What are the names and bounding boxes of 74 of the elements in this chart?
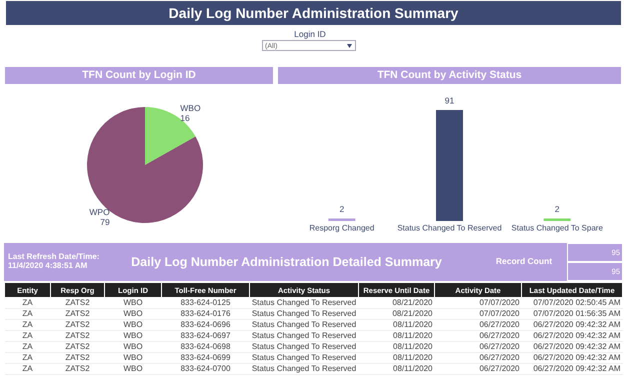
text: WBO xyxy=(123,342,143,351)
text: 833-624-0699 xyxy=(180,353,230,362)
text: Daily Log Number Administration Summary xyxy=(6,1,621,25)
text: WBO xyxy=(123,298,143,307)
text: Last Refresh Date/Time: xyxy=(8,252,100,261)
text: 08/11/2020 xyxy=(393,342,432,351)
x-tick-label: Resporg Changed xyxy=(309,224,374,232)
text: WBO xyxy=(123,309,143,318)
text: ZA xyxy=(22,331,33,340)
text: Record Count xyxy=(494,255,554,268)
text: ZATS2 xyxy=(65,342,90,351)
text: ZATS2 xyxy=(65,331,90,340)
data-label: 2 xyxy=(554,204,560,214)
text: Status Changed To Reserved xyxy=(252,298,356,307)
data-label: 79 xyxy=(100,216,110,227)
text: ZA xyxy=(22,342,33,351)
text: ZA xyxy=(22,320,33,329)
text: WBO xyxy=(123,353,143,362)
text: Daily Log Number Administration Detailed Summary xyxy=(131,255,442,269)
data-label: 91 xyxy=(444,95,454,106)
text: 833-624-0696 xyxy=(180,320,230,329)
text: 08/11/2020 xyxy=(393,320,432,329)
text: ZATS2 xyxy=(65,364,90,373)
text: 07/07/2020 xyxy=(479,309,520,318)
text: 06/27/2020 xyxy=(479,353,520,362)
text: Login ID xyxy=(293,29,327,39)
text: 833-624-0697 xyxy=(180,331,230,340)
data-label: 2 xyxy=(339,204,344,214)
text: 08/21/2020 xyxy=(392,298,432,307)
text: 06/27/2020 09:42:32 AM xyxy=(533,364,620,373)
text: Status Changed To Reserved xyxy=(252,331,356,340)
text: 833-624-0176 xyxy=(180,309,230,318)
x-tick-label: Status Changed To Spare xyxy=(511,224,604,232)
x-tick-label: Status Changed To Reserved xyxy=(397,224,502,232)
text: Status Changed To Reserved xyxy=(252,320,356,329)
text: ZA xyxy=(22,309,33,318)
text: 06/27/2020 09:42:32 AM xyxy=(533,320,620,329)
text: ZATS2 xyxy=(65,298,90,307)
text: ZATS2 xyxy=(65,320,90,329)
text: Status Changed To Reserved xyxy=(252,342,356,351)
text: 07/07/2020 01:56:35 AM xyxy=(533,309,620,318)
text: 833-624-0698 xyxy=(180,342,230,351)
text: 11/4/2020 4:38:51 AM xyxy=(8,261,88,270)
text: ZA xyxy=(22,298,33,307)
text: 07/07/2020 xyxy=(479,298,520,307)
text: 833-624-0700 xyxy=(180,364,230,373)
text: 08/11/2020 xyxy=(393,331,432,340)
text: 06/27/2020 xyxy=(479,331,520,340)
text: 06/27/2020 09:42:32 AM xyxy=(533,342,620,351)
text: 06/27/2020 xyxy=(479,342,520,351)
text: WBO xyxy=(123,364,143,373)
text: WBO xyxy=(123,320,143,329)
text: 06/27/2020 09:42:32 AM xyxy=(533,331,620,340)
text: Status Changed To Reserved xyxy=(252,364,356,373)
chart-title: TFN Count by Login ID xyxy=(5,67,273,84)
text: 07/07/2020 02:50:45 AM xyxy=(533,298,620,307)
text: Status Changed To Reserved xyxy=(252,353,356,362)
text: ZA xyxy=(22,353,33,362)
text: ZA xyxy=(22,364,33,373)
text: WBO xyxy=(123,331,143,340)
data-label: 16 xyxy=(180,113,190,124)
text: Status Changed To Reserved xyxy=(252,309,356,318)
text: 833-624-0125 xyxy=(180,298,230,307)
text: ZATS2 xyxy=(65,309,90,318)
text: ZATS2 xyxy=(65,353,90,362)
text: 08/11/2020 xyxy=(393,353,432,362)
slice-label: WPO xyxy=(89,206,110,217)
text: 06/27/2020 09:42:32 AM xyxy=(533,353,620,362)
text: 08/11/2020 xyxy=(393,364,432,373)
chart-title: TFN Count by Activity Status xyxy=(278,67,621,84)
text: 08/21/2020 xyxy=(392,309,432,318)
slice-label: WBO xyxy=(180,103,201,114)
text: 06/27/2020 xyxy=(479,364,520,373)
text: 06/27/2020 xyxy=(479,320,520,329)
